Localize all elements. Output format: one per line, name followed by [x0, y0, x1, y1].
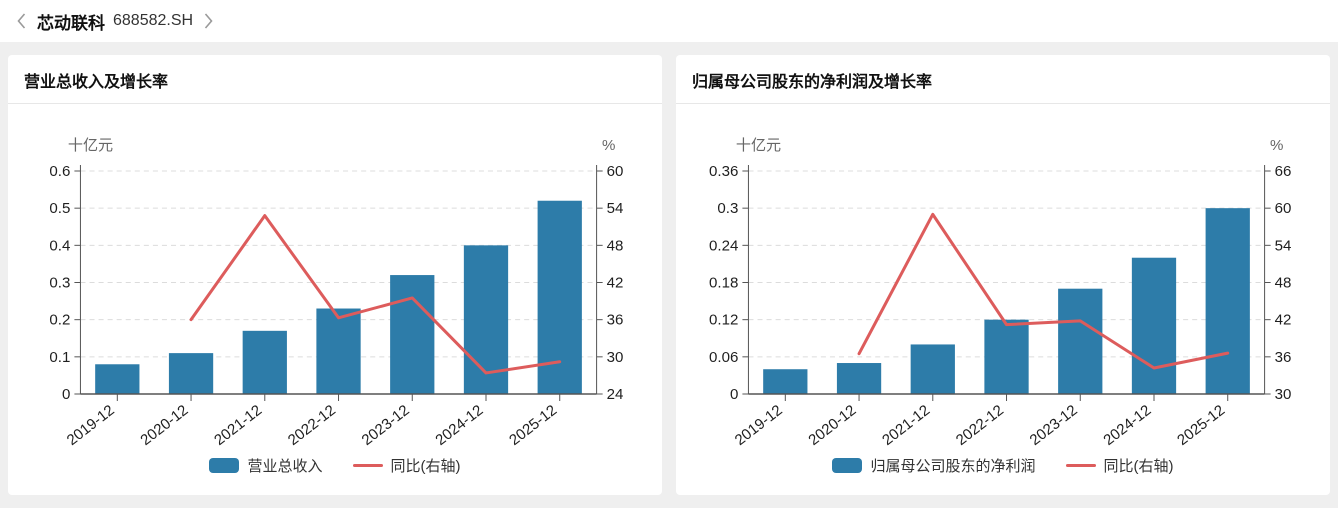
x-tick-label: 2022-12 — [953, 402, 1007, 449]
bar — [168, 353, 214, 394]
x-tick-label: 2021-12 — [211, 402, 265, 449]
chart-legend: 归属母公司股东的净利润 同比(右轴) — [676, 452, 1330, 478]
yoy-line — [189, 214, 562, 375]
chevron-left-icon — [17, 13, 26, 29]
y-right-tick-label: 30 — [1275, 386, 1292, 403]
chart-title: 归属母公司股东的净利润及增长率 — [676, 55, 1330, 104]
legend-item-revenue[interactable]: 营业总收入 — [209, 455, 323, 476]
stock-code: 688582.SH — [113, 12, 194, 29]
yoy-line — [857, 212, 1230, 370]
y-right-tick-label: 48 — [607, 237, 624, 254]
chevron-right-icon — [204, 13, 213, 29]
x-tick-label: 2020-12 — [805, 402, 859, 449]
y-left-tick-label: 0.2 — [49, 312, 70, 329]
y-left-tick-label: 0.4 — [49, 237, 70, 254]
bar — [763, 369, 808, 394]
y-right-tick-label: 60 — [1275, 200, 1292, 217]
y-left-tick-label: 0.06 — [709, 349, 738, 366]
prev-stock-button[interactable] — [14, 10, 29, 32]
bar-series-swatch — [832, 457, 863, 473]
bar — [316, 308, 361, 394]
y-right-tick-label: 30 — [607, 349, 624, 366]
y-right-tick-label: 60 — [607, 163, 624, 180]
bar-series-swatch — [209, 457, 240, 473]
legend-label: 同比(右轴) — [1103, 457, 1174, 475]
net-profit-chart-canvas: 0 0.06 0.12 0.18 0.24 0.3 0.36 30 36 42 48 54 60 66 十亿… — [709, 137, 1292, 449]
legend-item-yoy[interactable]: 同比(右轴) — [1065, 455, 1174, 476]
legend-label: 同比(右轴) — [390, 457, 461, 475]
y-right-tick-label: 54 — [607, 200, 624, 217]
y-left-tick-label: 0.6 — [49, 163, 70, 180]
line-series-swatch — [1065, 463, 1096, 467]
x-tick-label: 2024-12 — [1100, 402, 1154, 449]
bar — [1205, 208, 1250, 394]
revenue-chart-canvas: 0 0.1 0.2 0.3 0.4 0.5 0.6 24 30 36 42 48 54 60 十亿元 % 201… — [49, 137, 624, 449]
y-right-tick-label: 66 — [1275, 163, 1292, 180]
y-right-tick-label: 48 — [1275, 275, 1292, 292]
x-tick-label: 2020-12 — [137, 402, 191, 449]
x-tick-label: 2023-12 — [1027, 402, 1081, 449]
y-left-unit: 十亿元 — [68, 137, 113, 154]
x-tick-label: 2025-12 — [506, 402, 560, 449]
y-left-tick-label: 0 — [730, 386, 738, 403]
revenue-chart-panel: 营业总收入及增长率 0 0.1 0.2 0.3 0.4 0.5 0.6 24 30 36 42 48 5… — [8, 55, 662, 495]
y-left-tick-label: 0.36 — [709, 163, 738, 180]
bar — [390, 275, 435, 394]
x-tick-label: 2022-12 — [285, 402, 339, 449]
net-profit-chart-panel: 归属母公司股东的净利润及增长率 0 0.06 0.12 0.18 0.24 0.3 0.36… — [676, 55, 1330, 495]
x-tick-label: 2021-12 — [879, 402, 933, 449]
bar — [1131, 257, 1177, 394]
x-tick-label: 2023-12 — [359, 402, 413, 449]
y-left-tick-label: 0.12 — [709, 312, 738, 329]
y-right-tick-label: 42 — [607, 275, 624, 292]
bar — [836, 363, 882, 394]
y-right-tick-label: 36 — [1275, 349, 1292, 366]
y-left-tick-label: 0 — [62, 386, 70, 403]
chart-legend: 营业总收入 同比(右轴) — [8, 452, 662, 478]
line-series-swatch — [352, 463, 383, 467]
y-left-tick-label: 0.1 — [49, 349, 70, 366]
legend-label: 归属母公司股东的净利润 — [870, 457, 1036, 475]
bar — [984, 319, 1029, 394]
legend-item-yoy[interactable]: 同比(右轴) — [352, 455, 461, 476]
legend-label: 营业总收入 — [247, 457, 323, 475]
x-tick-label: 2019-12 — [64, 402, 118, 449]
stock-header: 芯动联科 688582.SH — [0, 0, 1338, 42]
chart-title: 营业总收入及增长率 — [8, 55, 662, 104]
stock-name: 芯动联科 — [37, 13, 105, 33]
bar — [95, 364, 140, 394]
next-stock-button[interactable] — [201, 10, 216, 32]
bar — [1058, 288, 1103, 394]
y-right-unit: % — [1270, 137, 1283, 154]
y-left-tick-label: 0.24 — [709, 237, 738, 254]
y-right-tick-label: 54 — [1275, 237, 1292, 254]
y-right-tick-label: 36 — [607, 312, 624, 329]
y-right-tick-label: 42 — [1275, 312, 1292, 329]
chart-panels-row: 营业总收入及增长率 0 0.1 0.2 0.3 0.4 0.5 0.6 24 30 36 42 48 5… — [0, 42, 1338, 508]
bar — [910, 344, 955, 394]
bar — [242, 330, 287, 394]
y-left-tick-label: 0.3 — [49, 275, 70, 292]
y-left-tick-label: 0.3 — [717, 200, 738, 217]
y-right-unit: % — [602, 137, 615, 154]
y-left-unit: 十亿元 — [736, 137, 781, 154]
y-left-tick-label: 0.5 — [49, 200, 70, 217]
y-left-tick-label: 0.18 — [709, 275, 738, 292]
chart-area: 0 0.1 0.2 0.3 0.4 0.5 0.6 24 30 36 42 48 54 60 十亿元% 201… — [8, 104, 662, 495]
x-tick-label: 2025-12 — [1174, 402, 1228, 449]
y-right-tick-label: 24 — [607, 386, 624, 403]
legend-item-net-profit[interactable]: 归属母公司股东的净利润 — [832, 455, 1036, 476]
x-tick-label: 2019-12 — [732, 402, 786, 449]
chart-area: 0 0.06 0.12 0.18 0.24 0.3 0.36 30 36 42 48 54 60 66 十亿… — [676, 104, 1330, 495]
x-tick-label: 2024-12 — [432, 402, 486, 449]
